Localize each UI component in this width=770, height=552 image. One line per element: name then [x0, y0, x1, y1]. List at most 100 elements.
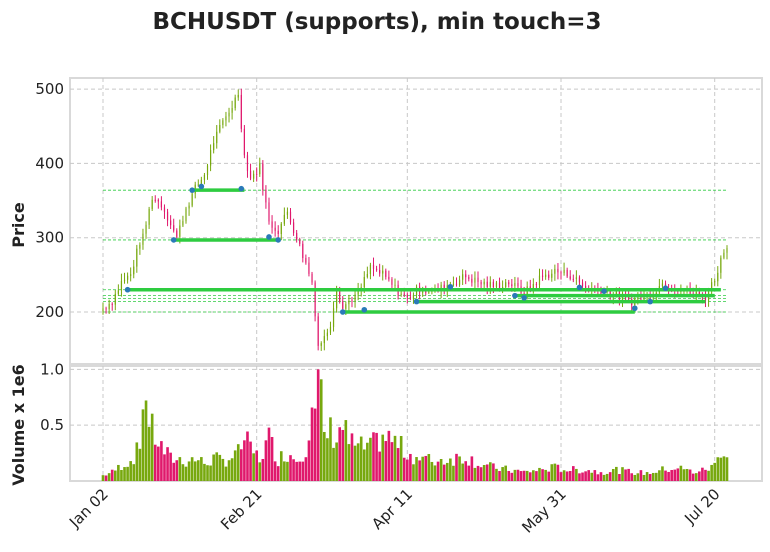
candle-body	[468, 277, 470, 279]
candle-body	[498, 282, 501, 289]
price-ytick-label: 400	[35, 154, 64, 172]
volume-bar	[301, 461, 305, 481]
candle-body	[572, 278, 574, 280]
volume-bar	[387, 430, 391, 481]
volume-bar	[276, 466, 280, 481]
volume-bar	[381, 434, 385, 481]
candle-body	[145, 224, 147, 234]
candle-body	[299, 240, 301, 244]
volume-bar	[556, 464, 560, 481]
volume-bar	[667, 471, 670, 481]
price-ytick-label: 200	[35, 303, 64, 321]
candle-body	[123, 279, 126, 281]
volume-bar	[184, 466, 188, 481]
volume-yticks: 0.5 1.0	[40, 360, 64, 434]
candle-body	[541, 275, 544, 277]
candle-body	[480, 281, 482, 285]
candle-body	[606, 291, 608, 293]
candle-body	[283, 214, 285, 224]
candle-body	[219, 124, 221, 132]
volume-bar	[587, 470, 590, 481]
volume-bar	[153, 444, 157, 481]
touch-point	[339, 309, 346, 315]
volume-bar	[535, 471, 538, 481]
candle-body	[243, 128, 245, 156]
candle-body	[265, 189, 267, 203]
price-panel-frame	[69, 77, 763, 365]
candle-body	[354, 294, 356, 302]
volume-bar	[359, 436, 363, 481]
candle-body	[173, 225, 175, 231]
volume-bar	[510, 472, 514, 481]
volume-bar	[224, 466, 228, 481]
candle-body	[403, 293, 405, 295]
volume-bar	[323, 431, 326, 481]
volume-bar	[639, 470, 643, 481]
volume-bar	[467, 465, 471, 481]
x-tick-label: Jan 02	[65, 485, 112, 532]
candle-body	[538, 275, 541, 285]
touch-point	[512, 292, 518, 299]
x-axis-ticks: Jan 02 Feb 21 Apr 11 May 31 Jul 20	[65, 485, 723, 537]
volume-bar	[627, 468, 630, 481]
volume-bar	[553, 463, 557, 481]
volume-bar	[393, 435, 397, 481]
price-ytick-label: 300	[35, 229, 64, 247]
volume-bar	[602, 474, 606, 481]
candle-body	[222, 120, 224, 125]
volume-bar	[409, 453, 412, 481]
volume-bar	[445, 462, 449, 481]
candle-body	[253, 173, 255, 179]
candle-body	[108, 303, 110, 310]
candle-body	[203, 175, 206, 180]
candle-body	[409, 297, 411, 299]
volume-bar	[353, 445, 357, 481]
volume-bar	[461, 463, 464, 481]
volume-bar	[132, 464, 136, 481]
volume-bar	[166, 447, 169, 481]
candle-body	[643, 295, 645, 300]
volume-bar	[701, 467, 704, 481]
candle-body	[317, 316, 319, 346]
volume-bar	[571, 466, 575, 481]
volume-bar	[258, 462, 262, 481]
support-lines	[127, 188, 721, 314]
volume-bar	[418, 460, 421, 481]
volume-bar	[261, 458, 265, 481]
volume-bar	[707, 470, 710, 481]
candle-body	[302, 243, 304, 259]
volume-bar	[492, 463, 495, 481]
candle-body	[262, 163, 264, 190]
candle-body	[280, 223, 282, 235]
volume-bar	[664, 470, 667, 481]
volume-bar	[473, 467, 477, 481]
volume-ytick-label: 1.0	[40, 360, 64, 378]
volume-bar	[193, 461, 197, 481]
volume-bar	[633, 474, 637, 481]
candle-body	[363, 276, 365, 288]
candle-body	[357, 289, 359, 295]
touch-point	[275, 237, 282, 243]
volume-bar	[341, 429, 345, 481]
volume-bar	[126, 466, 129, 481]
candle-body	[206, 165, 209, 176]
x-tick-label: Feb 21	[217, 485, 265, 533]
x-tick-label: Apr 11	[368, 485, 416, 533]
volume-bar	[264, 440, 268, 481]
volume-bar	[169, 452, 172, 481]
volume-bar	[366, 442, 369, 481]
volume-bar	[716, 457, 720, 481]
candle-body	[575, 277, 577, 279]
volume-bar	[516, 469, 520, 481]
candle-body	[554, 268, 556, 274]
candle-body	[348, 300, 350, 305]
volume-bar	[319, 379, 323, 481]
candle-body	[615, 291, 617, 296]
volume-bar	[479, 467, 483, 481]
volume-bar	[670, 469, 673, 481]
volume-bar	[528, 472, 532, 481]
candle-body	[477, 277, 479, 282]
volume-bar	[123, 467, 126, 481]
candle-body	[231, 108, 233, 113]
volume-bar	[495, 468, 498, 481]
